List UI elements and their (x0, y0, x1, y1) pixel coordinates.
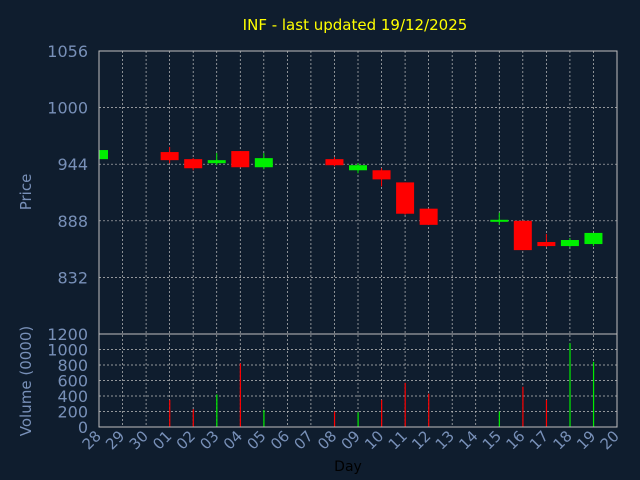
x-tick-label: 29 (102, 427, 128, 453)
volume-tick-label: 1000 (47, 341, 88, 360)
candle-body (490, 219, 509, 222)
x-axis-label: Day (334, 459, 362, 475)
volume-bar (357, 412, 359, 427)
volume-tick-label: 600 (57, 372, 88, 391)
candle (560, 237, 579, 248)
x-tick-label: 10 (361, 427, 387, 453)
chart-title: INF - last updated 19/12/2025 (243, 16, 468, 34)
candle (184, 158, 203, 171)
candle-body (419, 208, 438, 225)
candle-body (207, 160, 226, 164)
x-tick-label: 02 (173, 427, 199, 453)
tick-labels: 8328889441000105602004006008001000120028… (47, 42, 623, 453)
candle (513, 220, 532, 251)
plot-frame (98, 50, 618, 428)
candle-body (537, 242, 556, 247)
x-tick-label: 14 (455, 427, 481, 453)
price-axis-label: Price (17, 174, 35, 211)
candle (325, 157, 344, 167)
x-tick-label: 04 (220, 427, 246, 453)
grid-lines (99, 51, 617, 427)
price-tick-label: 1056 (47, 42, 88, 61)
volume-tick-label: 800 (57, 356, 88, 375)
x-tick-label: 05 (243, 427, 269, 453)
price-tick-label: 944 (57, 155, 88, 174)
volume-bar (569, 343, 571, 427)
candle (160, 147, 179, 164)
x-tick-label: 11 (385, 427, 411, 453)
volume-bars (169, 343, 595, 427)
volume-bar (333, 411, 336, 427)
candle (349, 163, 367, 174)
candle (231, 151, 250, 168)
volume-bar (428, 393, 430, 427)
volume-tick-label: 0 (78, 418, 88, 437)
candle (584, 232, 603, 247)
x-tick-label: 08 (314, 427, 340, 453)
candle-body (254, 158, 273, 168)
candle-body (584, 232, 603, 245)
candle (419, 208, 438, 225)
candle-body (184, 159, 203, 169)
candle-body (231, 151, 250, 168)
x-tick-label: 12 (408, 427, 434, 453)
x-tick-label: 06 (267, 427, 293, 453)
x-tick-label: 01 (149, 427, 175, 453)
x-tick-label: 16 (502, 427, 528, 453)
volume-bar (381, 399, 383, 427)
candle (537, 233, 556, 248)
volume-bar (192, 409, 194, 427)
price-tick-label: 888 (57, 212, 88, 231)
x-tick-label: 15 (479, 427, 505, 453)
x-tick-label: 03 (196, 427, 222, 453)
candle (207, 153, 226, 166)
volume-bar (404, 382, 406, 427)
candle-body (513, 220, 532, 251)
candle-body (349, 165, 367, 171)
volume-bar (545, 399, 548, 427)
volume-bar (263, 409, 265, 427)
volume-axis-label: Volume (0000) (17, 326, 35, 436)
candle-body (372, 170, 391, 180)
candle-body (560, 240, 579, 247)
candle (99, 150, 108, 160)
x-tick-label: 17 (526, 427, 552, 453)
volume-panel-frame (98, 333, 618, 428)
x-tick-label: 30 (126, 427, 152, 453)
volume-bar (239, 363, 241, 427)
price-candles (99, 147, 603, 251)
candle-body (99, 150, 108, 160)
volume-tick-label: 400 (57, 387, 88, 406)
candle-body (325, 159, 344, 166)
candle (396, 182, 415, 215)
volume-bar (592, 361, 595, 427)
x-tick-label: 09 (338, 427, 364, 453)
price-tick-label: 832 (57, 268, 88, 287)
volume-bar (498, 411, 500, 427)
candle (490, 212, 509, 225)
volume-bar (216, 394, 218, 427)
x-tick-label: 20 (597, 427, 623, 453)
x-tick-label: 13 (432, 427, 458, 453)
volume-bar (522, 386, 524, 427)
candle (254, 153, 273, 170)
volume-tick-label: 1200 (47, 325, 88, 344)
volume-bar (169, 399, 171, 427)
candle (372, 168, 391, 187)
x-tick-label: 19 (573, 427, 599, 453)
candle-body (160, 152, 179, 161)
volume-tick-label: 200 (57, 403, 88, 422)
x-tick-label: 18 (550, 427, 576, 453)
price-tick-label: 1000 (47, 99, 88, 118)
candle-body (396, 182, 415, 214)
x-tick-label: 07 (291, 427, 317, 453)
